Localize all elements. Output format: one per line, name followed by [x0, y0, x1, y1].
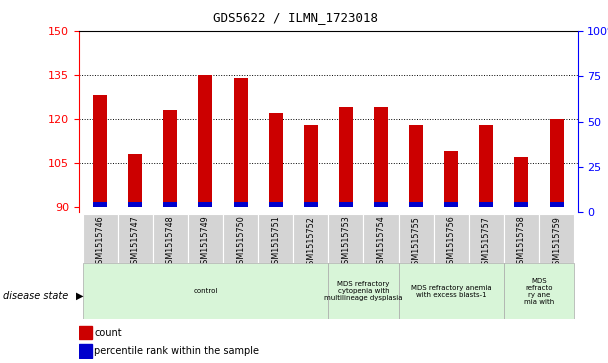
Bar	[164, 202, 178, 207]
Bar	[514, 157, 528, 207]
Text: disease state: disease state	[3, 291, 68, 301]
Bar	[79, 326, 92, 339]
Bar	[304, 125, 318, 207]
Bar	[364, 214, 398, 263]
Text: GDS5622 / ILMN_1723018: GDS5622 / ILMN_1723018	[213, 11, 378, 24]
Text: ▶: ▶	[76, 291, 83, 301]
Text: MDS refractory anemia
with excess blasts-1: MDS refractory anemia with excess blasts…	[411, 285, 491, 298]
Bar	[444, 202, 458, 207]
Text: GSM1515752: GSM1515752	[306, 216, 316, 269]
Bar	[339, 107, 353, 207]
Bar	[444, 151, 458, 207]
Bar	[374, 202, 388, 207]
Bar	[293, 214, 328, 263]
Text: MDS
refracto
ry ane
mia with: MDS refracto ry ane mia with	[524, 278, 554, 305]
Bar	[409, 125, 423, 207]
Bar	[514, 202, 528, 207]
Bar	[79, 344, 92, 358]
Bar	[398, 263, 504, 319]
Bar	[83, 214, 118, 263]
Bar	[504, 214, 539, 263]
Bar	[479, 202, 493, 207]
Text: GSM1515759: GSM1515759	[552, 216, 561, 269]
Bar	[93, 95, 107, 207]
Bar	[233, 202, 247, 207]
Bar	[339, 202, 353, 207]
Bar	[328, 263, 398, 319]
Text: GSM1515756: GSM1515756	[447, 216, 456, 269]
Bar	[409, 202, 423, 207]
Bar	[269, 113, 283, 207]
Bar	[83, 263, 328, 319]
Bar	[128, 202, 142, 207]
Bar	[328, 214, 364, 263]
Bar	[398, 214, 434, 263]
Bar	[223, 214, 258, 263]
Text: GSM1515750: GSM1515750	[236, 216, 245, 269]
Bar	[469, 214, 504, 263]
Text: GSM1515749: GSM1515749	[201, 216, 210, 269]
Text: GSM1515757: GSM1515757	[482, 216, 491, 269]
Bar	[198, 202, 212, 207]
Text: MDS refractory
cytopenia with
multilineage dysplasia: MDS refractory cytopenia with multilinea…	[324, 281, 402, 301]
Text: control: control	[193, 288, 218, 294]
Bar	[504, 263, 574, 319]
Bar	[304, 202, 318, 207]
Text: percentile rank within the sample: percentile rank within the sample	[94, 346, 260, 356]
Text: GSM1515754: GSM1515754	[376, 216, 385, 269]
Bar	[374, 107, 388, 207]
Bar	[118, 214, 153, 263]
Text: GSM1515751: GSM1515751	[271, 216, 280, 269]
Bar	[164, 110, 178, 207]
Text: GSM1515748: GSM1515748	[166, 216, 175, 269]
Bar	[434, 214, 469, 263]
Bar	[188, 214, 223, 263]
Bar	[550, 202, 564, 207]
Text: GSM1515746: GSM1515746	[95, 216, 105, 269]
Bar	[233, 78, 247, 207]
Text: GSM1515755: GSM1515755	[412, 216, 421, 269]
Text: GSM1515747: GSM1515747	[131, 216, 140, 269]
Text: GSM1515753: GSM1515753	[341, 216, 350, 269]
Bar	[93, 202, 107, 207]
Bar	[269, 202, 283, 207]
Bar	[198, 75, 212, 207]
Bar	[153, 214, 188, 263]
Bar	[479, 125, 493, 207]
Text: count: count	[94, 328, 122, 338]
Bar	[128, 154, 142, 207]
Bar	[539, 214, 574, 263]
Bar	[550, 119, 564, 207]
Bar	[258, 214, 293, 263]
Text: GSM1515758: GSM1515758	[517, 216, 526, 269]
